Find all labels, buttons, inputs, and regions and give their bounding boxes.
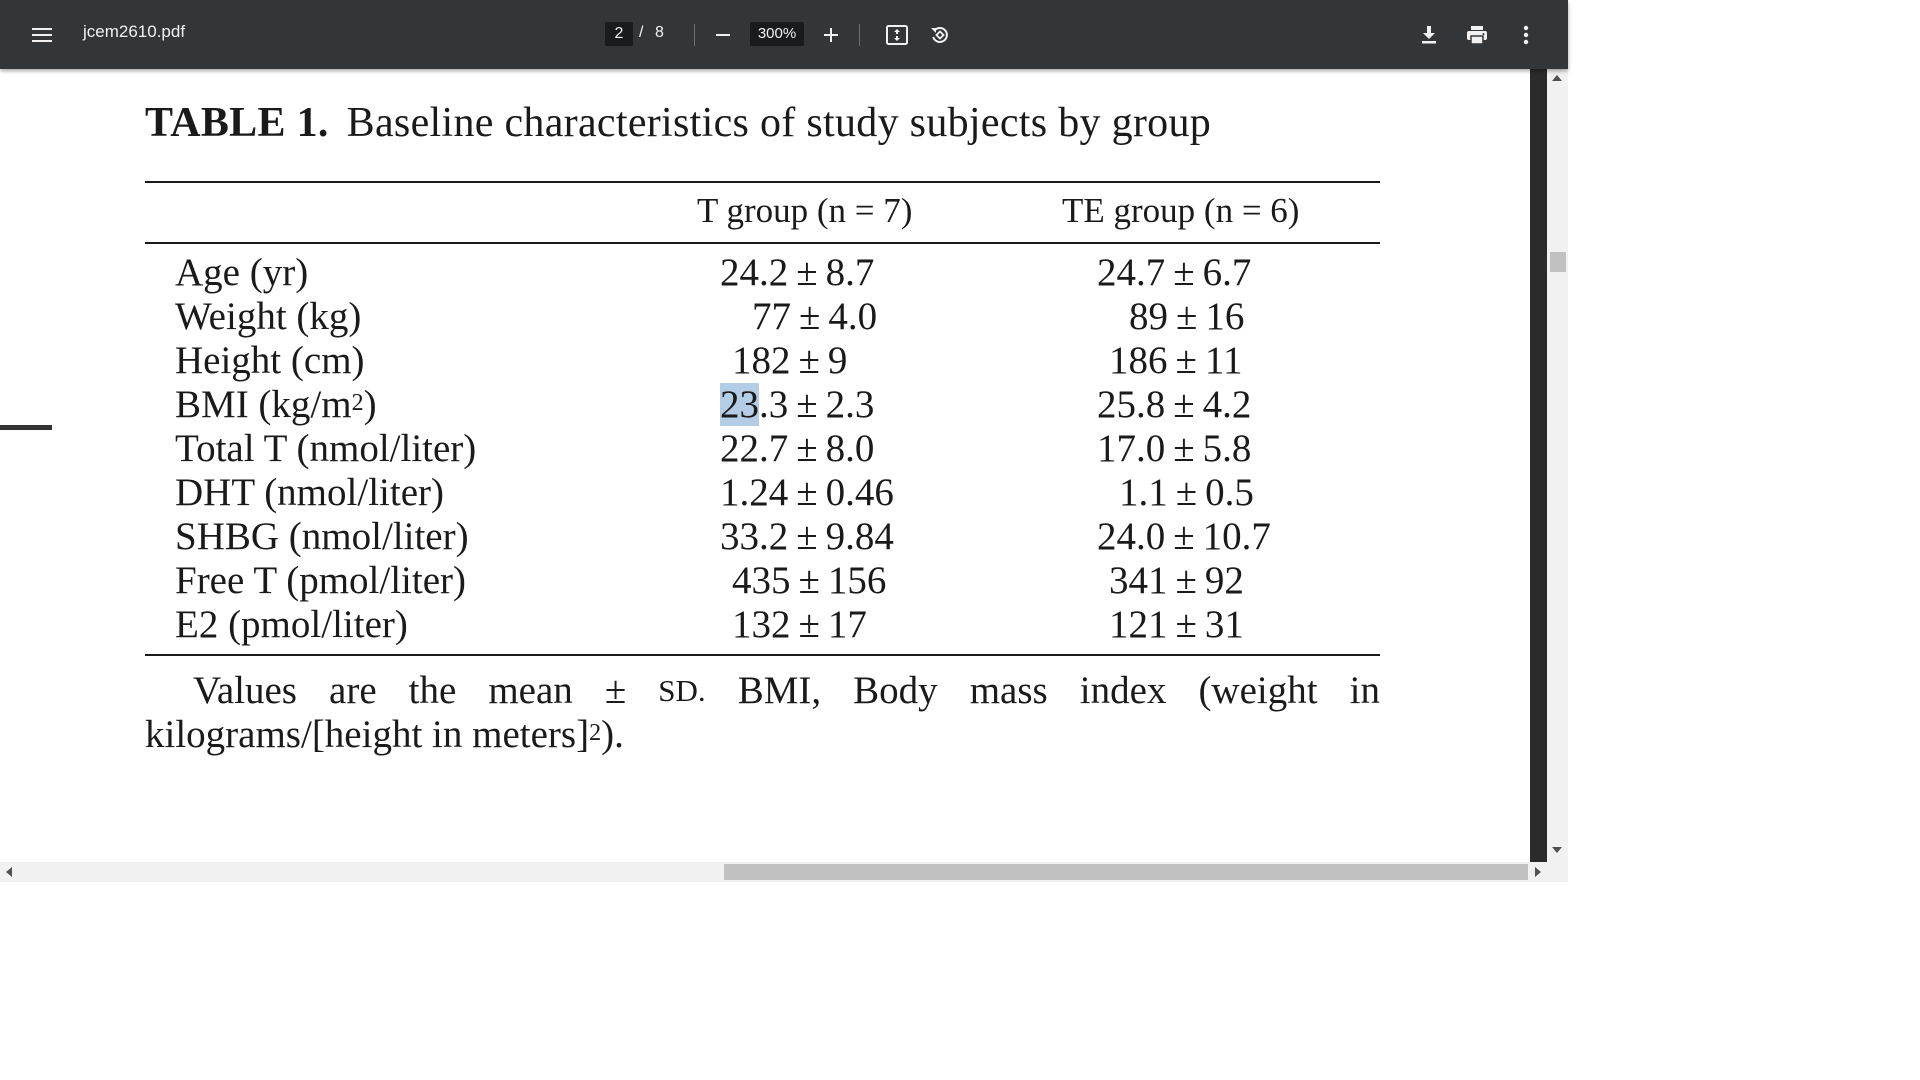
row-label-free-t: Free T (pmol/liter): [175, 559, 466, 602]
te-group-age-value: 24.7 ±6.7: [1097, 251, 1252, 294]
document-viewport[interactable]: TABLE 1. Baseline characteristics of stud…: [0, 69, 1530, 862]
te-group-dht-value: 1.1 ±0.5: [1119, 471, 1254, 514]
t-group-e2-value: 132 ±17: [732, 603, 867, 646]
print-icon: [1467, 26, 1487, 45]
te-group-e2-value: 121 ±31: [1109, 603, 1244, 646]
total-pages: 8: [655, 24, 664, 41]
plus-icon: [824, 28, 838, 42]
t-group-height-value: 182 ±9: [732, 339, 848, 382]
more-vertical-icon: [1523, 25, 1529, 45]
t-group-free-t-value: 435 ±156: [732, 559, 887, 602]
vertical-scrollbar[interactable]: [1530, 69, 1568, 862]
download-icon: [1422, 26, 1436, 44]
toolbar-divider: [694, 24, 695, 46]
column-header-te-group: TE group (n = 6): [1062, 191, 1300, 230]
page-number-input[interactable]: [605, 22, 633, 46]
te-group-height-value: 186 ±11: [1109, 339, 1243, 382]
fit-to-page-icon: [886, 25, 908, 45]
scrollbar-track-shadow: [1530, 69, 1547, 862]
te-group-weight-value: 89 ±16: [1129, 295, 1245, 338]
print-button[interactable]: [1458, 16, 1496, 54]
table-header-rule: [145, 242, 1380, 244]
vertical-scrollbar-thumb[interactable]: [1550, 252, 1566, 272]
te-group-shbg-value: 24.0 ±10.7: [1097, 515, 1271, 558]
table-caption-text: Baseline characteristics of study subjec…: [346, 100, 1212, 146]
column-header-t-group: T group (n = 7): [697, 191, 913, 230]
t-group-total-t-value: 22.7 ±8.0: [720, 427, 875, 470]
rotate-counterclockwise-icon: [931, 26, 948, 43]
rotate-button[interactable]: [921, 16, 959, 54]
bmi-label-superscript: 2: [351, 390, 364, 416]
hamburger-menu-icon[interactable]: [24, 17, 60, 53]
zoom-out-button[interactable]: [705, 17, 741, 53]
te-group-free-t-value: 341 ±92: [1109, 559, 1244, 602]
download-button[interactable]: [1410, 16, 1448, 54]
row-label-total-t: Total T (nmol/liter): [175, 427, 477, 470]
table-top-rule: [145, 181, 1380, 183]
footnote-line-2: kilograms/[height in meters]2).: [145, 713, 624, 756]
zoom-level-input[interactable]: [750, 22, 804, 46]
table-caption: TABLE 1. Baseline characteristics of stud…: [145, 99, 1211, 147]
text-selection: 23: [720, 383, 759, 426]
minus-icon: [716, 34, 730, 36]
t-group-bmi-value: 23.3 ±2.3: [720, 383, 875, 426]
t-group-dht-value: 1.24 ±0.46: [720, 471, 894, 514]
page-edge-marker: [0, 425, 52, 430]
scroll-down-arrow-icon[interactable]: [1552, 847, 1562, 853]
bmi-label-prefix: BMI (kg/m: [175, 383, 352, 426]
table-footnote: Values are the mean ± SD. BMI, Body mass…: [145, 669, 1380, 757]
pdf-toolbar: jcem2610.pdf / 8: [0, 0, 1568, 69]
scroll-right-arrow-icon[interactable]: [1535, 867, 1541, 877]
horizontal-scrollbar-thumb[interactable]: [724, 864, 1528, 880]
scroll-up-arrow-icon[interactable]: [1552, 75, 1562, 81]
te-group-bmi-value: 25.8 ±4.2: [1097, 383, 1252, 426]
t-group-shbg-value: 33.2 ±9.84: [720, 515, 894, 558]
row-label-age: Age (yr): [175, 251, 309, 294]
t-group-age-value: 24.2 ±8.7: [720, 251, 875, 294]
te-group-total-t-value: 17.0 ±5.8: [1097, 427, 1252, 470]
horizontal-scrollbar[interactable]: [0, 862, 1568, 882]
document-title: jcem2610.pdf: [83, 22, 186, 41]
row-label-dht: DHT (nmol/liter): [175, 471, 444, 514]
row-label-shbg: SHBG (nmol/liter): [175, 515, 469, 558]
pdf-page: TABLE 1. Baseline characteristics of stud…: [0, 69, 1530, 862]
toolbar-divider: [859, 24, 860, 46]
row-label-bmi: BMI (kg/m2): [175, 383, 377, 427]
table-caption-label: TABLE 1.: [145, 100, 329, 146]
row-label-height: Height (cm): [175, 339, 365, 382]
row-label-e2: E2 (pmol/liter): [175, 603, 408, 646]
fit-to-page-button[interactable]: [878, 16, 916, 54]
zoom-in-button[interactable]: [813, 17, 849, 53]
t-group-weight-value: 77 ±4.0: [752, 295, 878, 338]
table-bottom-rule: [145, 654, 1380, 656]
page-separator: /: [639, 24, 644, 41]
row-label-weight: Weight (kg): [175, 295, 362, 338]
footnote-line-1: Values are the mean ± SD. BMI, Body mass…: [193, 669, 1380, 712]
more-options-button[interactable]: [1507, 16, 1545, 54]
scroll-left-arrow-icon[interactable]: [6, 867, 12, 877]
bmi-label-suffix: ): [363, 383, 377, 426]
